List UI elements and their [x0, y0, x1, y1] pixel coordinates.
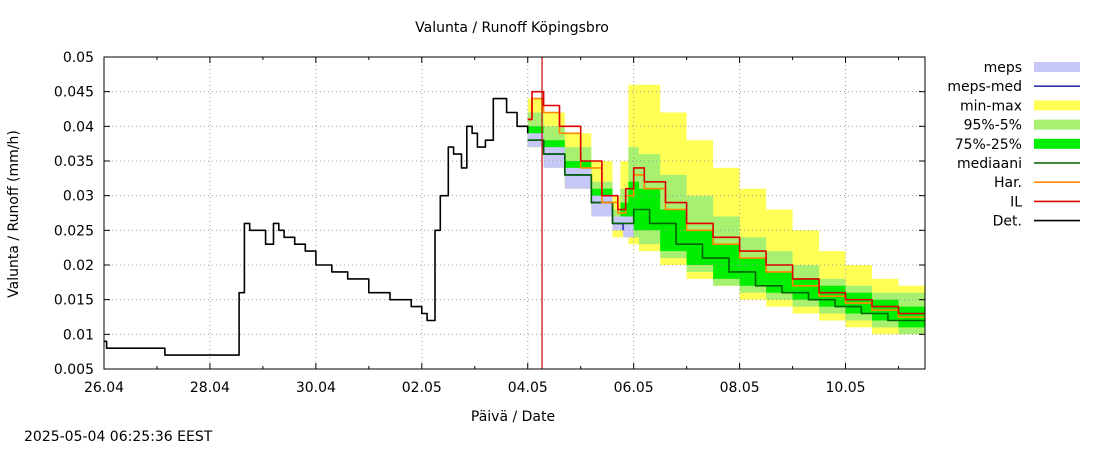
legend-swatch	[1034, 100, 1080, 111]
legend-swatch	[1034, 119, 1080, 130]
legend-label: 75%-25%	[955, 137, 1022, 153]
x-tick-label: 06.05	[614, 380, 654, 396]
legend-label: meps-med	[947, 79, 1022, 95]
legend-label: meps	[984, 60, 1022, 76]
series-line-mediaani	[527, 139, 925, 322]
legend-label: Det.	[993, 214, 1022, 230]
y-tick-label: 0.05	[63, 50, 94, 66]
legend: meps meps-med min-max 95%-5% 75%-25% mediaani…	[947, 60, 1080, 230]
legend-label: mediaani	[957, 156, 1022, 172]
plot-background	[104, 57, 925, 369]
x-tick-label: 02.05	[402, 380, 442, 396]
legend-label: min-max	[960, 98, 1022, 114]
generated-timestamp: 2025-05-04 06:25:36 EEST	[24, 429, 213, 445]
legend-label: IL	[1010, 194, 1022, 210]
y-tick-label: 0.01	[63, 327, 94, 343]
y-tick-label: 0.03	[63, 189, 94, 205]
x-tick-label: 30.04	[296, 380, 336, 396]
series-line-il	[527, 90, 925, 315]
band-meps	[527, 133, 634, 238]
y-axis-label: Valunta / Runoff (mm/h)	[6, 130, 22, 298]
y-tick-label: 0.025	[54, 223, 94, 239]
legend-swatch	[1034, 138, 1080, 149]
y-tick-label: 0.045	[54, 85, 94, 101]
x-axis-label: Päivä / Date	[471, 409, 555, 425]
legend-label: Har.	[994, 175, 1022, 191]
band-95-5-	[527, 112, 925, 335]
plot-area: 0.005 0.01 0.015 0.02 0.025 0.03 0.035 0.04 0.04…	[54, 50, 926, 396]
plot-frame	[103, 56, 926, 370]
y-tick-label: 0.005	[54, 362, 94, 378]
legend-swatch	[1034, 62, 1080, 72]
x-tick-label: 10.05	[826, 380, 866, 396]
y-tick-label: 0.035	[54, 154, 94, 170]
x-tick-label: 28.04	[190, 380, 230, 396]
y-tick-label: 0.02	[63, 258, 94, 274]
x-tick-label: 04.05	[508, 380, 548, 396]
chart-title: Valunta / Runoff Köpingsbro	[415, 20, 609, 36]
x-tick-label: 08.05	[720, 380, 760, 396]
series-line-det	[104, 97, 529, 356]
y-tick-label: 0.04	[63, 119, 94, 135]
x-tick-label: 26.04	[84, 380, 124, 396]
legend-label: 95%-5%	[964, 118, 1022, 134]
y-tick-label: 0.015	[54, 293, 94, 309]
band-min-max	[527, 84, 925, 335]
